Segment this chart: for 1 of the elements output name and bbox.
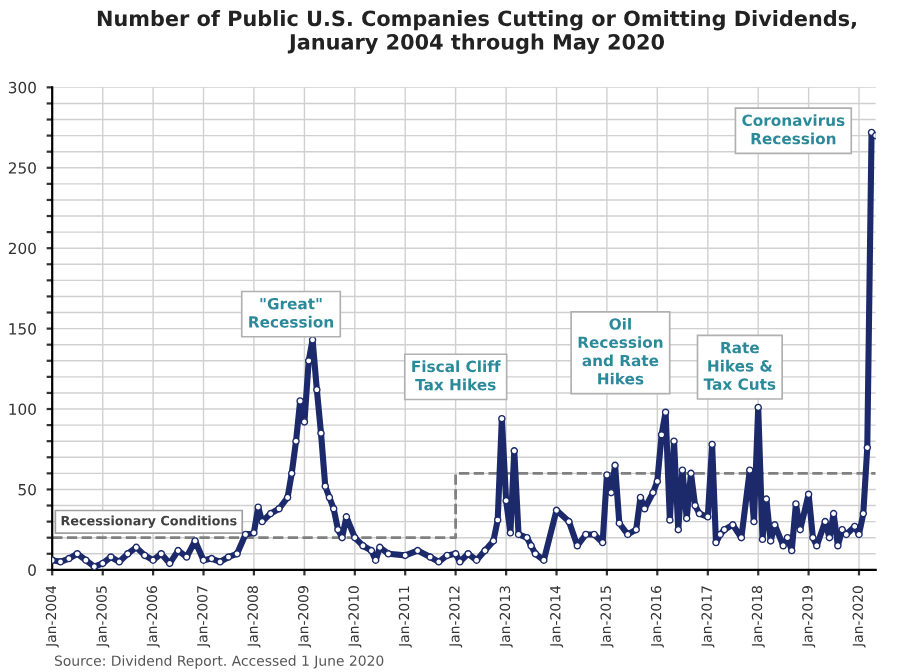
chart-title: Number of Public U.S. Companies Cutting or Omitting Dividends, January 2004 through May 2020 bbox=[97, 10, 856, 54]
